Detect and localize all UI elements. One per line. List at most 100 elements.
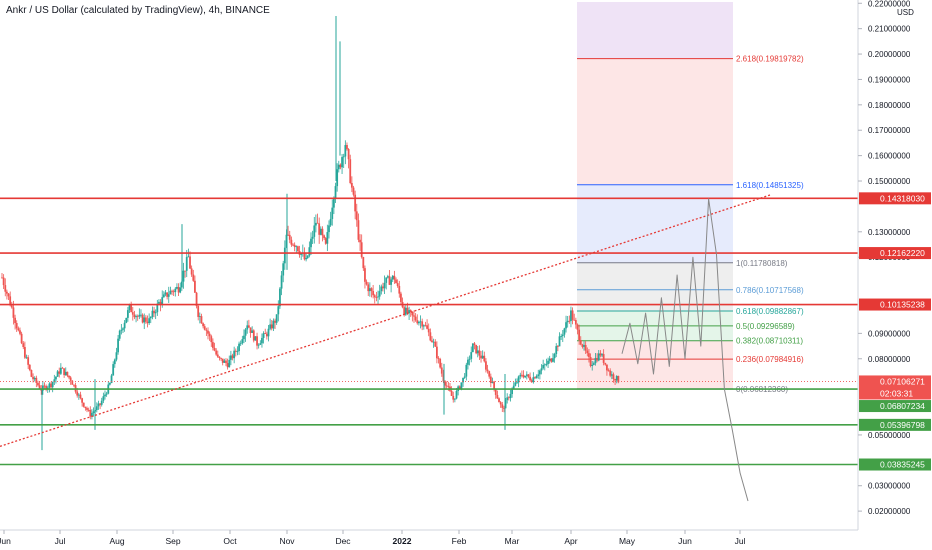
candle-body bbox=[220, 357, 222, 359]
candle-body bbox=[385, 277, 388, 283]
candle-body bbox=[185, 257, 188, 271]
currency-label: USD bbox=[897, 8, 914, 17]
candle-body bbox=[576, 324, 579, 330]
candle-body bbox=[570, 310, 572, 322]
candle-body bbox=[602, 354, 605, 363]
fib-zone bbox=[577, 58, 733, 185]
fib-zone bbox=[577, 2, 733, 59]
price-axis[interactable]: 0.22000000 0.21000000 0.20000000 0.19000000… bbox=[857, 0, 932, 550]
time-axis[interactable]: Jun Jul Aug Sep Oct Nov Dec 2022 Feb Mar Apr May Jun… bbox=[0, 529, 858, 550]
candle-body bbox=[130, 304, 133, 313]
candle-body bbox=[481, 355, 484, 359]
candle-body bbox=[419, 321, 422, 323]
candle-body bbox=[512, 385, 515, 389]
chart-title: Ankr / US Dollar (calculated by TradingV… bbox=[6, 5, 270, 16]
candle-body bbox=[292, 244, 294, 246]
candle-body bbox=[123, 322, 126, 329]
candle-body bbox=[226, 363, 229, 368]
candle-body bbox=[148, 318, 151, 324]
candle-body bbox=[463, 376, 466, 378]
candle-body bbox=[507, 397, 510, 399]
candle-body bbox=[37, 382, 39, 386]
candle-body bbox=[33, 377, 36, 380]
candle-body bbox=[396, 283, 399, 286]
candle-body bbox=[272, 320, 275, 329]
candle-body bbox=[50, 383, 52, 388]
candle-body bbox=[203, 326, 206, 330]
candle-body bbox=[53, 379, 56, 382]
candle-body bbox=[609, 370, 612, 376]
x-tick-label: May bbox=[619, 536, 636, 546]
candle-body bbox=[236, 351, 239, 352]
candle-body bbox=[246, 325, 249, 330]
candle-body bbox=[501, 404, 504, 408]
candle-body bbox=[561, 334, 564, 337]
fib-level-label: 0.382(0.08710311) bbox=[736, 337, 803, 346]
price-tag bbox=[859, 247, 931, 260]
candle-body bbox=[555, 346, 558, 355]
candle-body bbox=[126, 310, 129, 318]
candle-body bbox=[4, 285, 7, 292]
x-tick-label: Oct bbox=[223, 536, 237, 546]
candle-body bbox=[601, 354, 603, 356]
candle-body bbox=[563, 328, 566, 335]
candle-body bbox=[279, 288, 281, 307]
last-price-tag bbox=[859, 375, 931, 400]
candle-body bbox=[274, 320, 276, 323]
candle-body bbox=[382, 286, 384, 289]
candle-body bbox=[84, 406, 87, 409]
candle-body bbox=[7, 293, 10, 297]
candle-body bbox=[370, 288, 373, 291]
trendline[interactable] bbox=[0, 194, 771, 447]
candle-body bbox=[584, 344, 587, 351]
candle-body bbox=[69, 377, 72, 381]
candle-body bbox=[365, 281, 368, 285]
candle-body bbox=[460, 382, 463, 389]
candle-body bbox=[550, 358, 553, 362]
candle-body bbox=[342, 156, 345, 158]
price-tag bbox=[859, 400, 931, 413]
candle-body bbox=[486, 369, 489, 372]
candle-body bbox=[68, 375, 70, 378]
candle-body bbox=[143, 317, 146, 323]
countdown-label: 02:03:31 bbox=[880, 388, 913, 398]
candle-body bbox=[359, 239, 361, 243]
candle-body bbox=[367, 284, 370, 292]
candle-body bbox=[234, 350, 237, 352]
candle-body bbox=[543, 364, 546, 366]
candle-body bbox=[213, 347, 216, 351]
candle-body bbox=[267, 328, 270, 337]
candle-body bbox=[594, 357, 597, 364]
candle-body bbox=[104, 394, 106, 397]
candle-body bbox=[207, 330, 209, 334]
candle-body bbox=[560, 336, 563, 337]
candle-body bbox=[71, 380, 74, 385]
y-tick-label: 0.17000000 bbox=[868, 126, 911, 135]
candle-body bbox=[329, 218, 332, 226]
candle-body bbox=[275, 314, 278, 323]
fib-level-label: 2.618(0.19819782) bbox=[736, 55, 804, 64]
candle-body bbox=[347, 149, 350, 160]
candle-body bbox=[182, 270, 185, 282]
candle-body bbox=[476, 350, 479, 354]
candle-body bbox=[455, 391, 458, 399]
candle-body bbox=[159, 301, 162, 305]
candle-body bbox=[504, 400, 507, 409]
candle-body bbox=[305, 257, 307, 260]
projection-path[interactable] bbox=[621, 198, 749, 502]
candle-body bbox=[540, 368, 543, 371]
candle-body bbox=[439, 359, 442, 368]
candle-body bbox=[566, 320, 569, 323]
candle-body bbox=[251, 330, 254, 333]
candle-body bbox=[375, 297, 378, 299]
candle-body bbox=[154, 312, 157, 314]
candle-body bbox=[22, 343, 25, 347]
candle-body bbox=[409, 310, 412, 313]
candle-body bbox=[270, 324, 273, 329]
candle-body bbox=[61, 367, 64, 369]
candle-body bbox=[545, 364, 548, 365]
x-tick-label: Jun bbox=[678, 536, 692, 546]
candle-body bbox=[20, 333, 23, 344]
candle-body bbox=[308, 247, 311, 256]
